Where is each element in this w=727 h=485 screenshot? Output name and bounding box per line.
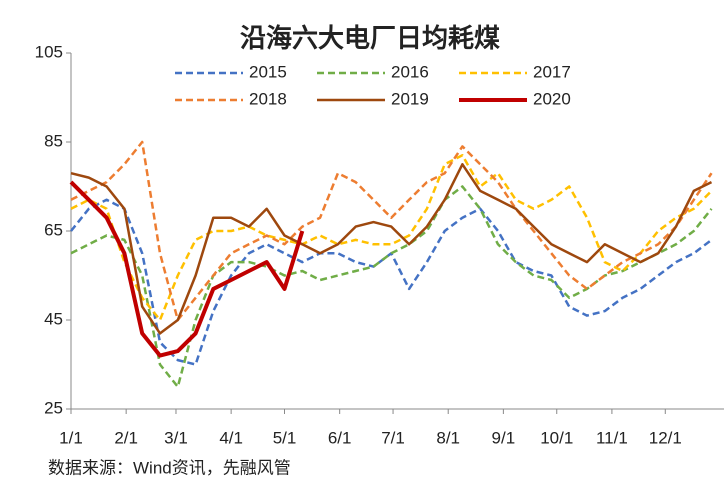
series-line (69, 180, 305, 358)
series-line (70, 163, 713, 335)
y-tick-label: 25 (44, 398, 63, 417)
legend-label: 2016 (391, 62, 429, 81)
x-tick-label: 4/1 (219, 428, 243, 447)
legend-label: 2019 (391, 89, 429, 108)
chart-title: 沿海六大电厂日均耗煤 (240, 23, 500, 53)
x-tick-label: 6/1 (328, 428, 352, 447)
y-tick-label: 85 (44, 131, 63, 150)
source-note: 数据来源：Wind资讯，先融风管 (48, 458, 291, 477)
legend-label: 2017 (533, 62, 571, 81)
x-tick-label: 5/1 (273, 428, 297, 447)
x-tick-label: 10/1 (540, 428, 573, 447)
x-tick-label: 7/1 (381, 428, 405, 447)
y-tick-label: 105 (35, 42, 63, 61)
y-tick-label: 45 (44, 309, 63, 328)
x-tick-label: 11/1 (596, 428, 628, 447)
x-tick-label: 3/1 (164, 428, 188, 447)
series-line (70, 185, 713, 389)
series-line (70, 154, 713, 322)
x-tick-label: 2/1 (114, 428, 138, 447)
x-tick-label: 9/1 (492, 428, 516, 447)
x-tick-label: 8/1 (436, 428, 460, 447)
x-tick-label: 12/1 (649, 428, 682, 447)
series-line (70, 140, 713, 322)
legend-label: 2018 (249, 89, 287, 108)
legend-label: 2015 (249, 62, 287, 81)
x-tick-label: 1/1 (59, 428, 83, 447)
y-tick-label: 65 (44, 220, 63, 239)
legend-label: 2020 (533, 89, 571, 108)
